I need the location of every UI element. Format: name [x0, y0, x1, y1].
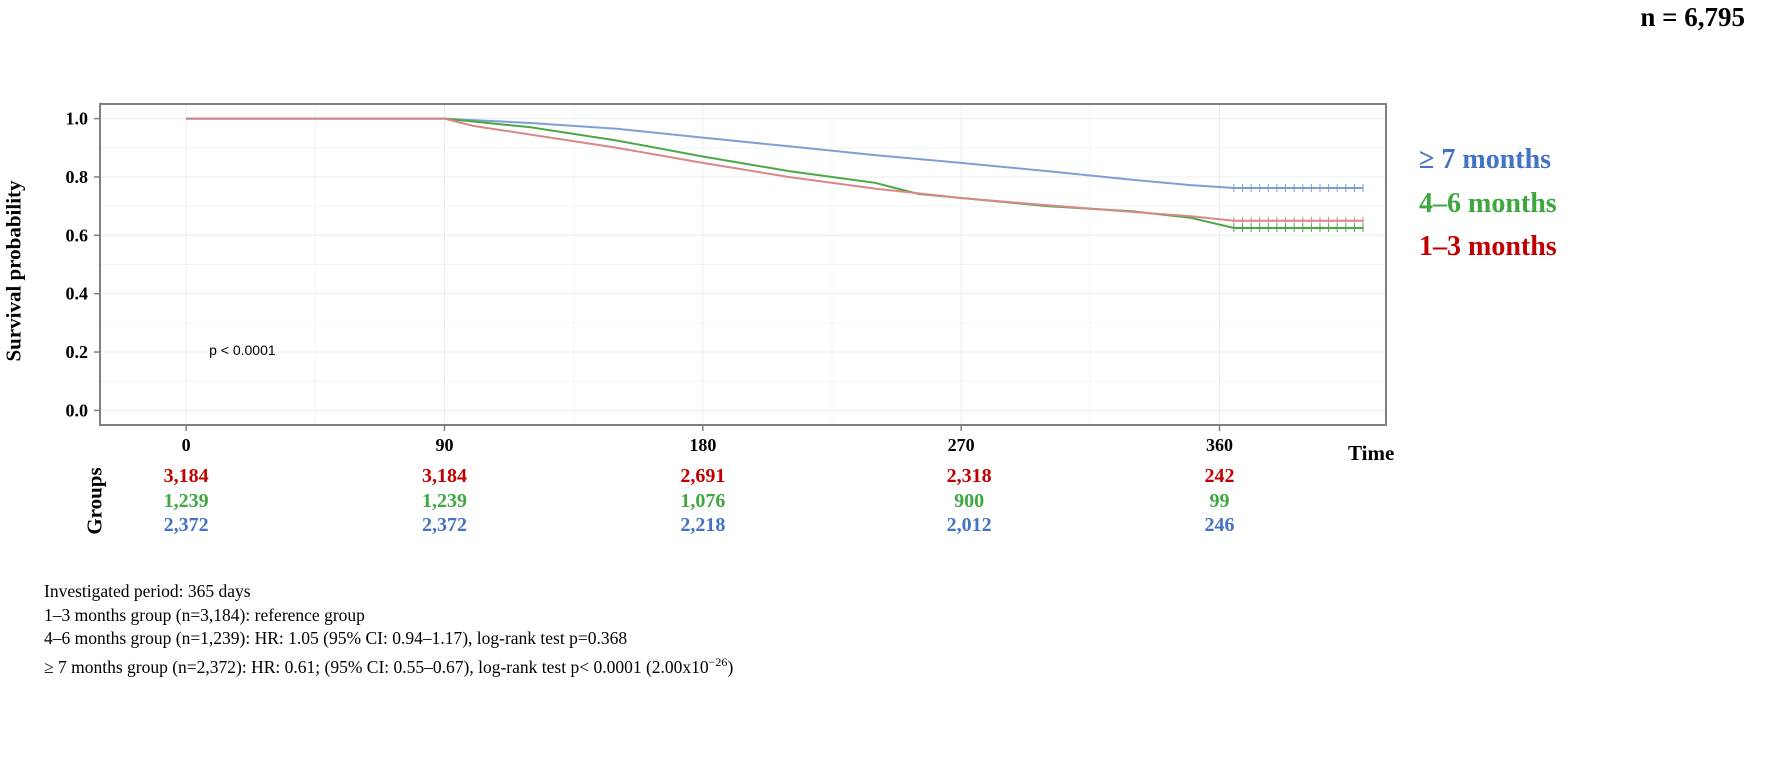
- y-tick-label: 1.0: [66, 109, 89, 129]
- survival-curve-series-1: [186, 117, 1363, 229]
- x-axis-title: Time: [1348, 441, 1395, 465]
- note-7-months: ≥ 7 months group (n=2,372): HR: 0.61; (9…: [44, 651, 733, 679]
- risk-cell: 2,318: [946, 465, 992, 487]
- plot-frame: [99, 103, 1387, 426]
- risk-cell: 2,218: [680, 514, 726, 536]
- risk-cell: 246: [1204, 514, 1235, 536]
- risk-cell: 2,691: [680, 465, 726, 487]
- risk-cell: 1,239: [163, 490, 209, 512]
- risk-cell: 2,012: [946, 514, 992, 536]
- grid-lines: [100, 104, 1386, 425]
- x-tick-label: 90: [435, 435, 453, 455]
- censor-marks-series-2: [1233, 216, 1364, 225]
- note-period: Investigated period: 365 days: [44, 581, 251, 601]
- total-n-label: n = 6,795: [1640, 2, 1745, 32]
- footnotes: Investigated period: 365 days 1–3 months…: [44, 580, 733, 679]
- x-tick-label: 360: [1206, 435, 1233, 455]
- note-4-6-months: 4–6 months group (n=1,239): HR: 1.05 (95…: [44, 628, 628, 649]
- survival-plot: 0.0 0.2 0.4 0.6 0.8 1.0 0 90 180 270 360 p < 0.000…: [66, 103, 1387, 455]
- legend-item-series-2: 1–3 months: [1419, 231, 1557, 262]
- p-value-annotation: p < 0.0001: [209, 342, 276, 358]
- x-tick-label: 270: [948, 435, 975, 455]
- censor-marks-series-1: [1233, 224, 1364, 233]
- note-7-months-text: ≥ 7 months group (n=2,372): HR: 0.61; (9…: [44, 656, 709, 677]
- survival-curves: [186, 117, 1364, 233]
- risk-cell: 900: [954, 490, 985, 512]
- risk-cell: 99: [1209, 490, 1230, 512]
- legend-item-series-0: ≥ 7 months: [1419, 144, 1552, 175]
- y-tick-label: 0.4: [66, 284, 89, 304]
- legend-item-series-1: 4–6 months: [1419, 188, 1557, 219]
- y-axis-title: Survival probability: [1, 180, 26, 362]
- survival-curve-series-2: [186, 117, 1363, 222]
- risk-cell: 3,184: [421, 465, 467, 487]
- risk-cell: 2,372: [163, 514, 209, 536]
- axis-ticks: 0.0 0.2 0.4 0.6 0.8 1.0 0 90 180 270 360: [66, 109, 1234, 455]
- x-tick-label: 0: [182, 435, 191, 455]
- y-tick-label: 0.0: [66, 400, 89, 420]
- note-7-months-exponent: −26: [708, 654, 728, 669]
- risk-cell: 3,184: [163, 465, 209, 487]
- risk-cell: 1,239: [421, 490, 467, 512]
- y-tick-label: 0.2: [66, 342, 89, 362]
- survival-curve-series-0: [186, 117, 1363, 189]
- risk-table-title: Groups: [82, 467, 107, 535]
- risk-cell: 242: [1204, 465, 1235, 487]
- note-reference: 1–3 months group (n=3,184): reference gr…: [44, 604, 365, 625]
- censor-marks-series-0: [1233, 184, 1364, 193]
- y-tick-label: 0.6: [66, 225, 89, 245]
- y-tick-label: 0.8: [66, 167, 89, 187]
- risk-cell: 1,076: [680, 490, 726, 512]
- risk-cell: 2,372: [421, 514, 467, 536]
- note-7-months-close: ): [727, 656, 734, 677]
- x-tick-label: 180: [689, 435, 716, 455]
